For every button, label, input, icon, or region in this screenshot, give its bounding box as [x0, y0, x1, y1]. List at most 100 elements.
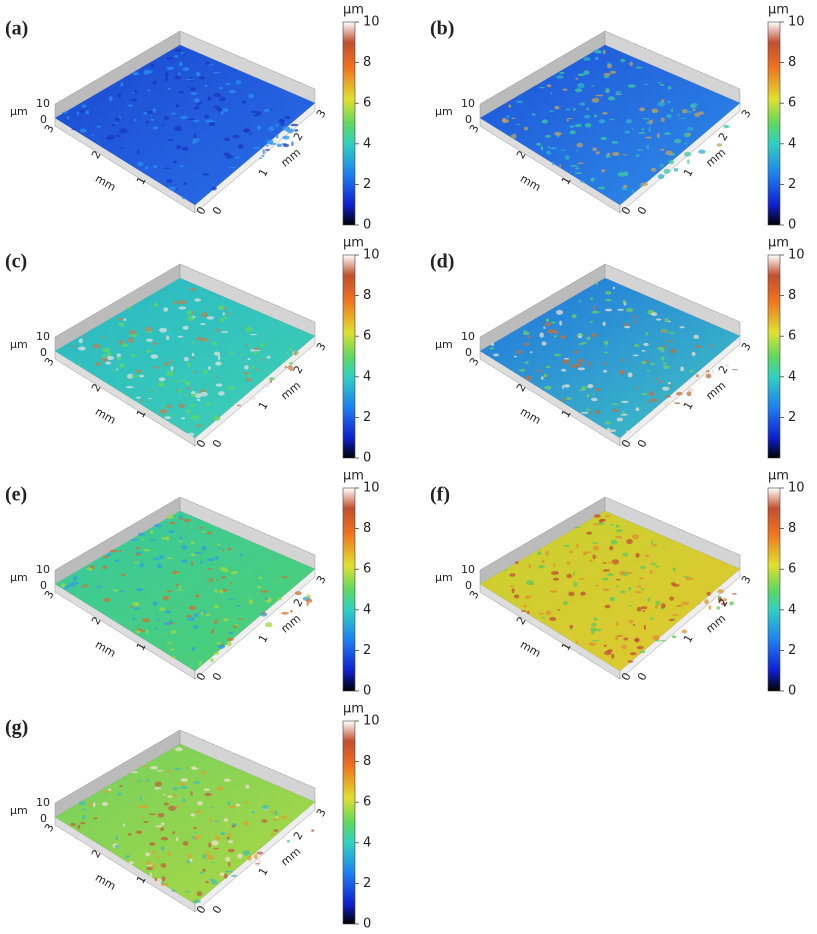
surface-texture	[171, 656, 176, 659]
surface-texture	[508, 104, 512, 108]
colorbar-tick-label: 2	[363, 177, 371, 192]
surface-texture	[182, 197, 186, 200]
surface-texture	[208, 121, 216, 127]
surface-texture	[645, 136, 653, 139]
colorbar-tick-label: 8	[363, 288, 371, 303]
surface-texture	[194, 835, 201, 838]
surface-texture	[190, 357, 195, 359]
surface-texture	[650, 167, 657, 172]
surface-texture	[95, 586, 103, 588]
surface-texture	[652, 635, 660, 641]
surface-texture	[605, 346, 608, 348]
surface-texture	[635, 153, 640, 158]
colorbar-tick-label: 4	[363, 136, 371, 151]
surface-texture	[574, 88, 583, 93]
surface-texture	[193, 781, 201, 785]
surface-texture	[227, 848, 235, 853]
x-axis-unit: mm	[518, 638, 543, 660]
surface-texture	[132, 601, 140, 607]
surface-texture	[660, 148, 665, 151]
z-tick-label: 10	[36, 330, 50, 343]
surface-texture	[223, 617, 229, 622]
surface-texture	[632, 534, 640, 540]
panel-label: (d)	[430, 251, 454, 273]
surface-texture	[167, 795, 173, 798]
surface-texture	[628, 619, 634, 624]
surface-texture	[180, 115, 188, 120]
surface-texture	[663, 365, 670, 370]
surface-texture	[251, 811, 255, 814]
surface-texture	[182, 798, 186, 803]
surface-texture	[148, 398, 152, 400]
surface-texture	[163, 622, 171, 626]
surface-texture	[101, 802, 108, 807]
surface-texture	[604, 421, 611, 425]
surface-texture	[252, 146, 260, 149]
surface-texture	[182, 67, 190, 71]
z-axis-unit: µm	[10, 804, 28, 817]
surface-texture	[152, 342, 158, 345]
surface-texture	[641, 350, 646, 352]
surface-texture	[183, 518, 191, 523]
surface-texture	[130, 539, 139, 541]
surface-texture	[583, 70, 590, 75]
surface-texture	[189, 404, 196, 407]
surface-texture	[296, 350, 299, 355]
colorbar-tick-label: 8	[363, 55, 371, 70]
surface-texture	[146, 866, 154, 871]
surface-texture	[152, 850, 155, 855]
surface-texture	[668, 159, 675, 165]
surface-texture	[557, 609, 560, 611]
colorbar-tick-label: 6	[788, 96, 796, 111]
surface-texture	[116, 353, 122, 358]
surface-texture	[194, 552, 203, 555]
z-tick-label: 0	[40, 579, 47, 592]
surface-texture	[154, 877, 157, 882]
surface-texture	[78, 346, 86, 351]
surface-texture	[157, 813, 165, 818]
surface-texture	[166, 371, 174, 376]
surface-texture	[117, 317, 123, 321]
surface-texture	[202, 173, 210, 176]
y-axis-unit: mm	[279, 612, 304, 636]
surface-texture	[615, 636, 619, 641]
surface-texture	[595, 56, 599, 61]
surface-texture	[596, 409, 600, 415]
surface-texture	[120, 573, 126, 577]
surface-texture	[164, 362, 168, 367]
surface-texture	[172, 381, 179, 383]
surface-texture	[135, 369, 142, 374]
surface-texture	[258, 157, 263, 159]
surface-texture	[588, 559, 593, 563]
surface-texture	[716, 606, 721, 610]
surface-texture	[265, 144, 269, 147]
surface-texture	[662, 330, 666, 334]
surface-texture	[226, 836, 230, 840]
surface-texture	[187, 85, 190, 88]
surface-texture	[106, 351, 112, 357]
surface-texture	[620, 58, 626, 63]
surface-texture	[131, 375, 137, 377]
surface-texture	[149, 872, 152, 878]
surface-texture	[595, 51, 603, 54]
surface-texture	[215, 375, 218, 378]
surface-texture	[523, 342, 531, 346]
surface-texture	[626, 538, 633, 545]
surface-texture	[173, 160, 177, 164]
surface-texture	[290, 609, 293, 613]
surface-texture	[134, 118, 137, 122]
surface-texture	[227, 547, 232, 551]
surface-texture	[663, 168, 671, 174]
surface-texture	[526, 580, 534, 586]
surface-texture	[252, 365, 255, 370]
surface-texture	[618, 369, 625, 375]
surface-texture	[569, 550, 573, 554]
surface-texture	[666, 340, 675, 342]
surface-texture	[193, 832, 197, 834]
surface-texture	[118, 322, 125, 327]
surface-texture	[187, 316, 195, 321]
surface-texture	[577, 578, 585, 580]
surface-texture	[192, 119, 200, 123]
surface-texture	[698, 602, 701, 605]
